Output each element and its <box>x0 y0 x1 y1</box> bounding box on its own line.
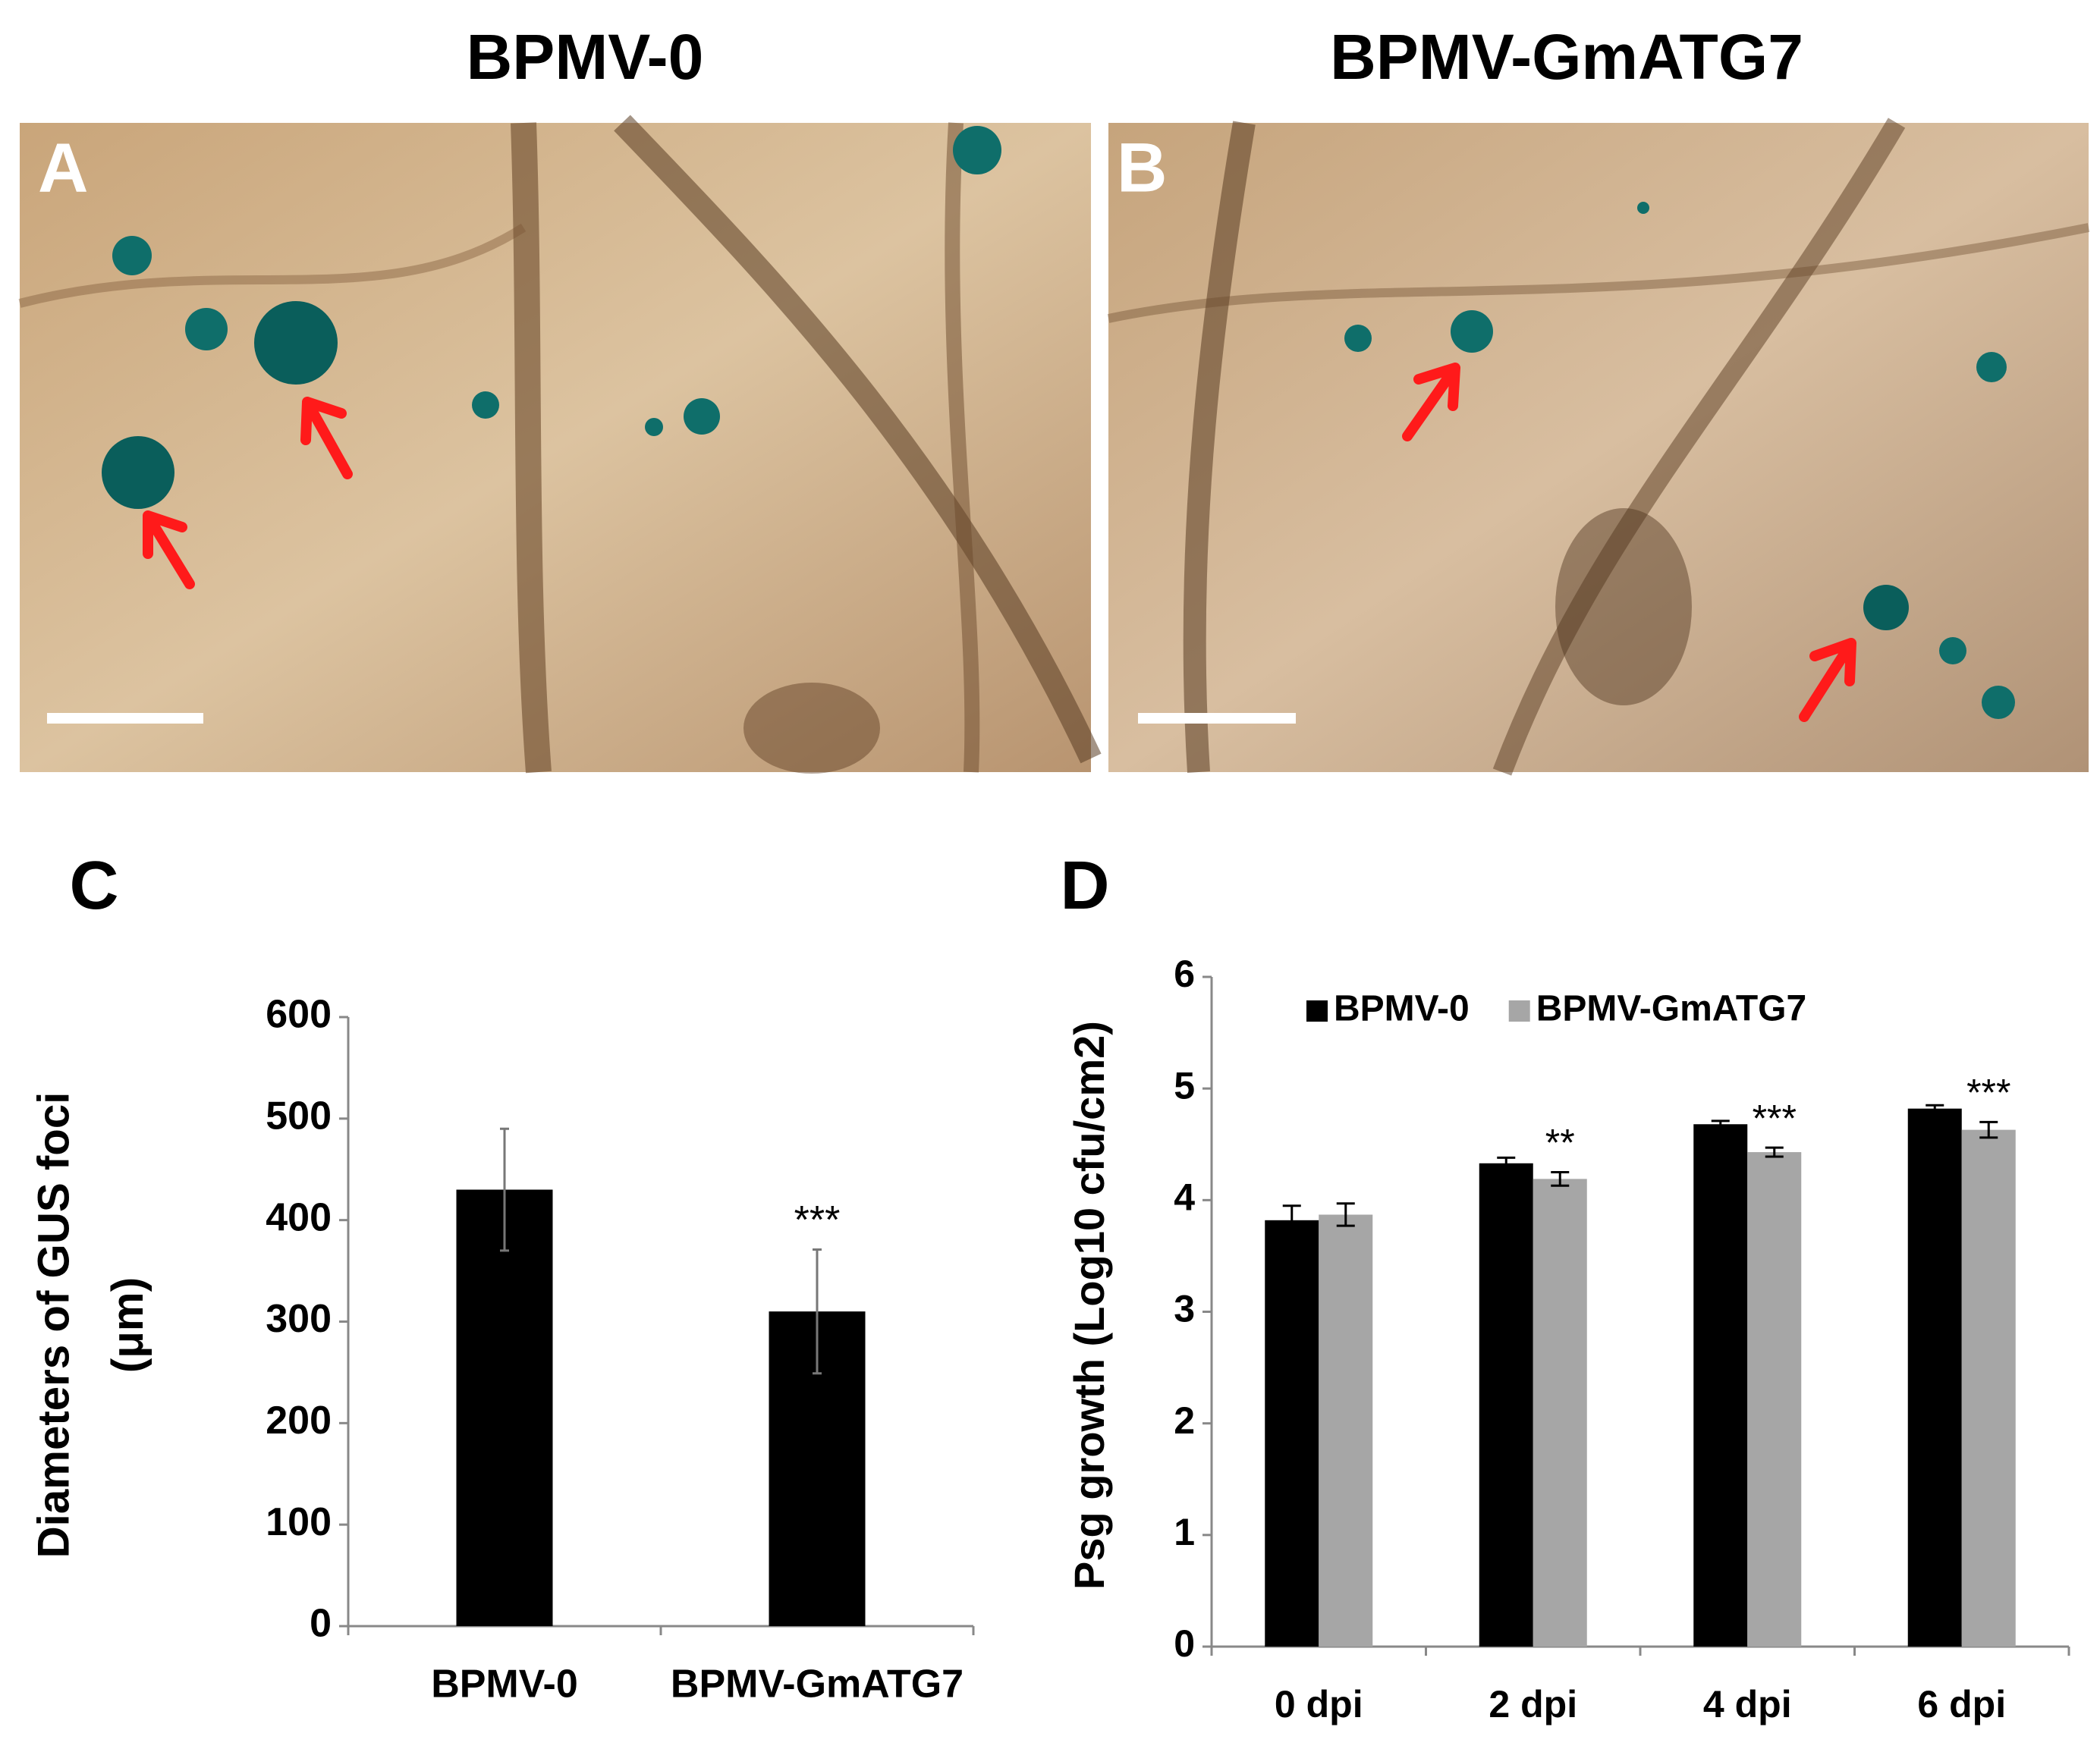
error-bar <box>1926 1104 1944 1113</box>
significance-label: *** <box>1966 1072 2010 1114</box>
y-axis-label: Diameters of GUS foci <box>30 1092 79 1559</box>
error-bar <box>1282 1204 1301 1236</box>
y-axis-label: (μm) <box>103 1277 152 1373</box>
legend-label: BPMV-0 <box>1334 989 1470 1029</box>
bar <box>1319 1214 1373 1647</box>
significance-label: *** <box>794 1198 841 1242</box>
photo-b: B <box>1107 118 2090 776</box>
error-bar <box>813 1248 822 1375</box>
y-tick-label: 1 <box>1174 1511 1195 1553</box>
x-tick-label: 6 dpi <box>1917 1683 2006 1725</box>
x-tick-label: 4 dpi <box>1703 1683 1792 1725</box>
legend-label: BPMV-GmATG7 <box>1536 989 1806 1029</box>
x-tick-label: 0 dpi <box>1275 1683 1363 1725</box>
significance-label: *** <box>1753 1097 1797 1139</box>
x-tick-label: 2 dpi <box>1489 1683 1577 1725</box>
y-tick-label: 0 <box>1174 1622 1195 1665</box>
error-bar <box>1979 1120 1998 1139</box>
y-tick-label: 4 <box>1174 1176 1195 1219</box>
panel-label: D <box>1061 848 1110 924</box>
error-bar <box>1711 1119 1730 1129</box>
x-tick-label: BPMV-0 <box>431 1663 578 1707</box>
y-tick-label: 300 <box>266 1297 332 1341</box>
y-tick-label: 2 <box>1174 1399 1195 1442</box>
panel-label: B <box>1117 129 1167 206</box>
legend-swatch <box>1508 1000 1530 1022</box>
y-tick-label: 600 <box>266 993 332 1037</box>
error-bar <box>1765 1146 1784 1158</box>
y-tick-label: 100 <box>266 1500 332 1544</box>
error-bar <box>1551 1171 1570 1187</box>
y-tick-label: 500 <box>266 1094 332 1138</box>
y-tick-label: 3 <box>1174 1288 1195 1330</box>
y-tick-label: 5 <box>1174 1064 1195 1107</box>
x-tick-label: BPMV-GmATG7 <box>671 1663 964 1707</box>
y-tick-label: 200 <box>266 1399 332 1443</box>
bar <box>456 1189 553 1626</box>
bar <box>1479 1163 1533 1647</box>
panel-label: C <box>70 848 119 924</box>
y-tick-label: 400 <box>266 1195 332 1239</box>
error-bar <box>1497 1156 1516 1170</box>
panel-heading: BPMV-0 <box>467 21 704 93</box>
photo-a: A <box>18 115 1102 774</box>
bar <box>1961 1129 2016 1647</box>
bar <box>1265 1220 1319 1647</box>
error-bar <box>500 1127 509 1252</box>
y-tick-label: 0 <box>310 1602 332 1646</box>
y-tick-label: 6 <box>1174 953 1195 995</box>
legend-swatch <box>1306 1000 1328 1022</box>
bar <box>1693 1124 1748 1647</box>
y-axis-label: Psg growth (Log10 cfu/cm2) <box>1065 1021 1113 1590</box>
bar <box>1533 1179 1587 1647</box>
error-bar <box>1336 1202 1355 1227</box>
significance-label: ** <box>1545 1122 1575 1164</box>
panel-label: A <box>38 129 88 206</box>
bar <box>1747 1152 1802 1647</box>
panel-heading: BPMV-GmATG7 <box>1330 21 1803 93</box>
bar <box>1907 1108 1962 1647</box>
